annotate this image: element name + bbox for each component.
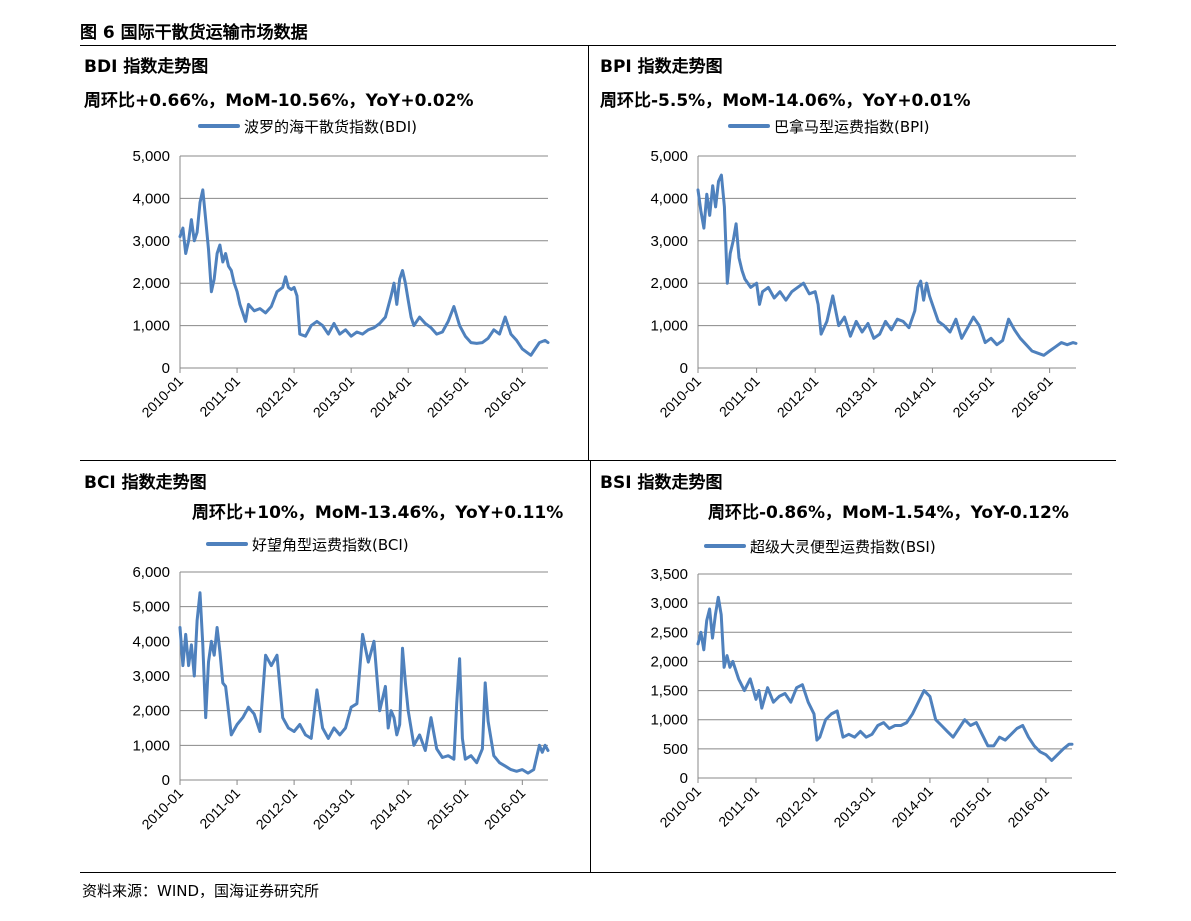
series-line [178,188,550,357]
middle-horizontal-rule [80,460,1116,461]
x-tick-label: 2015-01 [424,373,472,421]
bdi-panel-title: BDI 指数走势图 [84,57,209,77]
x-tick-label: 2010-01 [656,373,704,421]
y-tick-label: 2,000 [132,275,170,292]
x-tick-label: 2016-01 [1008,373,1056,421]
y-tick-label: 4,000 [132,633,170,650]
series-line [696,173,1078,357]
y-tick-label: 3,500 [650,566,688,583]
x-tick-label: 2011-01 [196,785,243,832]
legend-label: 巴拿马型运费指数(BPI) [774,118,929,136]
series-line [696,595,1074,762]
y-tick-label: 6,000 [132,564,170,581]
y-tick-label: 2,000 [132,703,170,720]
x-tick-label: 2013-01 [830,783,878,831]
figure-title: 图 6 国际干散货运输市场数据 [80,23,308,43]
x-tick-label: 2016-01 [481,785,529,833]
y-tick-label: 0 [162,360,170,377]
y-tick-label: 500 [663,741,688,758]
vertical-divider-top [588,45,589,460]
x-tick-label: 2011-01 [715,783,762,830]
x-tick-label: 2012-01 [253,373,301,421]
source-note: 资料来源：WIND，国海证券研究所 [82,882,320,900]
x-tick-label: 2015-01 [949,373,997,421]
y-tick-label: 1,000 [650,318,688,335]
x-tick-label: 2016-01 [481,373,529,421]
vertical-divider-bottom [590,460,591,872]
y-tick-label: 3,000 [132,668,170,685]
x-tick-label: 2013-01 [310,785,358,833]
bdi-panel: BDI 指数走势图 周环比+0.66%，MoM-10.56%，YoY+0.02%… [84,50,584,458]
x-tick-label: 2012-01 [772,783,820,831]
series-line [178,591,550,775]
y-tick-label: 5,000 [132,148,170,165]
bsi-panel: BSI 指数走势图 周环比-0.86%，MoM-1.54%，YoY-0.12% … [600,466,1110,870]
x-tick-label: 2014-01 [367,785,415,833]
bci-subtitle: 周环比+10%，MoM-13.46%，YoY+0.11% [192,503,564,523]
y-tick-label: 0 [680,770,688,787]
bottom-rule [80,872,1116,873]
y-tick-label: 1,500 [650,683,688,700]
y-tick-label: 3,000 [650,233,688,250]
y-tick-label: 5,000 [132,599,170,616]
legend-label: 超级大灵便型运费指数(BSI) [750,538,936,556]
y-tick-label: 1,000 [132,318,170,335]
x-tick-label: 2016-01 [1004,783,1052,831]
legend-label: 波罗的海干散货指数(BDI) [244,118,417,136]
x-tick-label: 2013-01 [310,373,358,421]
x-tick-label: 2014-01 [367,373,415,421]
x-tick-label: 2013-01 [832,373,880,421]
bpi-panel: BPI 指数走势图 周环比-5.5%，MoM-14.06%，YoY+0.01% … [600,50,1110,458]
y-tick-label: 3,000 [650,595,688,612]
y-tick-label: 5,000 [650,148,688,165]
bci-panel: BCI 指数走势图 周环比+10%，MoM-13.46%，YoY+0.11% 0… [84,466,584,870]
y-tick-label: 2,000 [650,275,688,292]
bpi-panel-title: BPI 指数走势图 [600,57,723,77]
bsi-chart: 0 500 1,000 1,500 2,000 2,500 3,000 3,500 2010-0… [650,538,1074,831]
y-tick-label: 2,000 [650,653,688,670]
top-rule [80,45,1116,46]
x-tick-label: 2012-01 [774,373,822,421]
x-tick-label: 2011-01 [716,373,763,420]
x-tick-label: 2010-01 [138,373,186,421]
x-tick-label: 2015-01 [946,783,994,831]
y-tick-label: 3,000 [132,233,170,250]
bci-panel-title: BCI 指数走势图 [84,473,207,493]
bpi-chart: 0 1,000 2,000 3,000 4,000 5,000 2010-01 2011-01… [650,118,1078,421]
x-tick-label: 2012-01 [253,785,301,833]
y-tick-label: 0 [680,360,688,377]
y-tick-label: 2,500 [650,624,688,641]
y-tick-label: 0 [162,772,170,789]
bsi-panel-title: BSI 指数走势图 [600,473,723,493]
y-tick-label: 1,000 [132,737,170,754]
x-tick-label: 2014-01 [891,373,939,421]
bdi-chart: 0 1,000 2,000 3,000 4,000 5,000 2010-01 2011-01… [132,118,550,421]
y-tick-label: 4,000 [132,190,170,207]
x-tick-label: 2010-01 [138,785,186,833]
x-tick-label: 2011-01 [196,373,243,420]
legend-label: 好望角型运费指数(BCI) [252,536,409,554]
x-tick-label: 2015-01 [424,785,472,833]
x-tick-label: 2014-01 [888,783,936,831]
y-tick-label: 1,000 [650,712,688,729]
bsi-subtitle: 周环比-0.86%，MoM-1.54%，YoY-0.12% [708,503,1069,523]
x-tick-label: 2010-01 [656,783,704,831]
y-tick-label: 4,000 [650,190,688,207]
bpi-subtitle: 周环比-5.5%，MoM-14.06%，YoY+0.01% [600,91,971,111]
bdi-subtitle: 周环比+0.66%，MoM-10.56%，YoY+0.02% [84,91,474,111]
